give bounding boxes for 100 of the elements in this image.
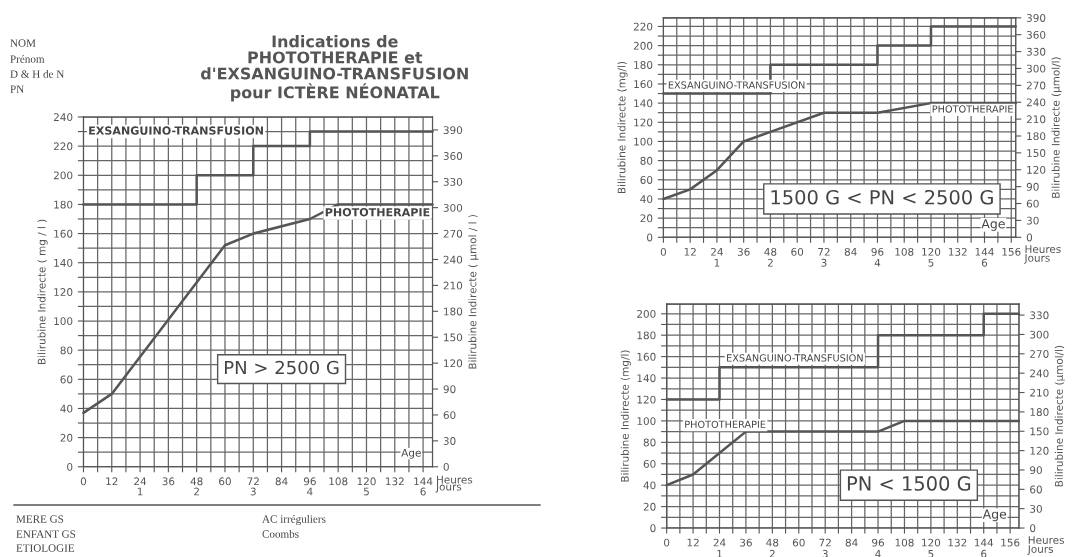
y2-tick-label: 90 — [1030, 466, 1042, 475]
y2-axis-title: Bilirubine Indirecte (µmol/l) — [1054, 345, 1065, 487]
y-tick-label: 240 — [53, 113, 73, 122]
y2-axis-title: Bilirubine Indirecte ( µmol / l ) — [468, 215, 479, 369]
y-tick-label: 80 — [643, 438, 656, 447]
y2-tick-label: 30 — [1030, 504, 1042, 513]
x-tick-label: 0 — [664, 538, 670, 547]
y2-tick-label: 330 — [443, 177, 463, 186]
chart-title: Indications de PHOTOTHERAPIE et d'EXSANGUINO-TRANSFUSION pour ICTÈRE NÉONATAL — [201, 35, 468, 102]
x-tick-label: 24 — [713, 538, 726, 547]
x-tick-label: 96 — [871, 247, 884, 256]
annotation: PN < 1500 G — [847, 476, 971, 491]
x-tick-label: 60 — [792, 538, 805, 547]
y-tick-label: 20 — [643, 502, 656, 511]
x-tick-label: 156 — [1001, 538, 1020, 547]
x2-tick-label: 4 — [874, 258, 881, 267]
y2-tick-label: 330 — [1026, 47, 1046, 56]
y-tick-label: 0 — [647, 233, 653, 242]
x-tick-label: 48 — [190, 477, 203, 486]
y-tick-label: 180 — [637, 331, 656, 340]
y-tick-label: 160 — [634, 80, 653, 89]
y2-tick-label: 390 — [443, 126, 463, 135]
y2-tick-label: 150 — [444, 333, 463, 342]
x-tick-label: 72 — [247, 477, 259, 486]
annotation: 1500 G < PN < 2500 G — [771, 189, 993, 205]
x2-tick-label: 1 — [717, 550, 722, 557]
x-tick-label: 120 — [357, 477, 376, 486]
y-tick-label: 180 — [634, 61, 653, 69]
y2-tick-label: 0 — [1026, 233, 1033, 242]
y-tick-label: 60 — [640, 176, 653, 184]
y2-tick-label: 240 — [443, 255, 463, 264]
x-tick-label: 36 — [737, 247, 750, 256]
y-tick-label: 40 — [60, 404, 73, 413]
y-tick-label: 120 — [54, 288, 73, 296]
y2-tick-label: 30 — [1026, 216, 1039, 225]
x-tick-label: 72 — [819, 538, 831, 547]
x2-tick-label: 6 — [420, 487, 426, 496]
x2-tick-label: 2 — [194, 487, 199, 496]
x2-tick-label: 4 — [307, 487, 313, 496]
y2-tick-label: 0 — [443, 462, 449, 471]
y2-tick-label: 120 — [1027, 165, 1046, 174]
x-tick-label: 12 — [106, 477, 118, 486]
y2-tick-label: 270 — [1026, 81, 1046, 90]
y2-tick-label: 180 — [444, 307, 463, 316]
x-axis-title: Heures — [1025, 245, 1061, 254]
y2-tick-label: 270 — [1030, 350, 1049, 358]
x-tick-label: 48 — [766, 538, 779, 547]
y2-tick-label: 330 — [1030, 311, 1049, 320]
x-tick-label: 108 — [895, 538, 914, 547]
y-tick-label: 160 — [54, 229, 73, 238]
x-axis-title: Heures — [1028, 536, 1064, 544]
y-tick-label: 0 — [650, 524, 656, 533]
x2-tick-label: 1 — [137, 487, 143, 496]
y2-tick-label: 150 — [1030, 427, 1049, 436]
y-axis-title: Bilirubine Indirecte (mg/l) — [620, 350, 631, 482]
x-tick-label: 0 — [660, 247, 667, 256]
x-tick-label: 144 — [414, 477, 433, 486]
y-tick-label: 20 — [60, 433, 73, 442]
y2-tick-label: 210 — [1026, 115, 1046, 124]
y2-tick-label: 360 — [443, 152, 463, 160]
x-tick-label: 12 — [684, 247, 696, 256]
series-label: EXSANGUINO-TRANSFUSION — [89, 126, 263, 135]
x-tick-label: 12 — [687, 538, 699, 547]
y-tick-label: 100 — [634, 137, 653, 146]
text: MERE GS — [16, 515, 64, 523]
x-tick-label: 132 — [385, 477, 404, 486]
y-tick-label: 120 — [634, 118, 653, 127]
x2-tick-label: 3 — [821, 258, 827, 267]
text: NOM — [10, 39, 36, 47]
y-tick-label: 160 — [637, 352, 656, 361]
y2-tick-label: 210 — [443, 281, 463, 290]
y-tick-label: 220 — [633, 22, 653, 31]
y2-tick-label: 360 — [1026, 30, 1046, 39]
annotation: Age — [401, 448, 421, 459]
x2-tick-label: 5 — [928, 550, 934, 557]
text: ENFANT GS — [16, 530, 76, 538]
x2-tick-label: 6 — [981, 549, 987, 557]
y-tick-label: 40 — [643, 481, 656, 490]
x-tick-label: 108 — [895, 247, 914, 256]
x-axis-title: Heures — [437, 475, 473, 484]
y-tick-label: 180 — [54, 200, 73, 209]
y2-tick-label: 120 — [1030, 446, 1049, 455]
x2-tick-label: 3 — [822, 549, 828, 557]
y2-tick-label: 180 — [1027, 132, 1046, 141]
x2-axis-title: Jours — [1023, 254, 1050, 264]
series-label: PHOTOTHERAPIE — [685, 420, 766, 429]
y2-tick-label: 60 — [1030, 485, 1042, 494]
x2-tick-label: 2 — [767, 258, 773, 267]
y-tick-label: 220 — [53, 142, 73, 151]
y-tick-label: 80 — [640, 156, 653, 165]
x-tick-label: 144 — [975, 248, 994, 256]
x-tick-label: 24 — [134, 477, 147, 486]
y-tick-label: 100 — [637, 417, 656, 426]
x2-tick-label: 3 — [250, 487, 256, 496]
y-tick-label: 60 — [60, 375, 73, 384]
y2-tick-label: 60 — [1026, 199, 1039, 208]
y-axis-title: Bilirubine Indirecte (mg/l) — [617, 61, 628, 194]
x2-axis-title: Jours — [1027, 545, 1054, 555]
series-label: EXSANGUINO-TRANSFUSION — [727, 354, 863, 362]
annotation: PN > 2500 G — [225, 360, 339, 375]
